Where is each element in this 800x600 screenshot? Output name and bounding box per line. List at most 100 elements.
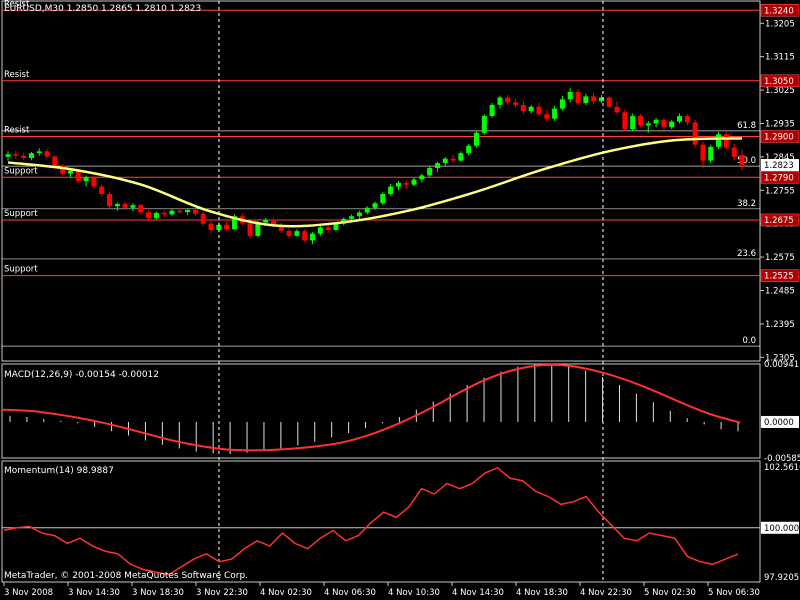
panel-frame-2 <box>1 460 761 583</box>
bull-candle <box>372 203 378 208</box>
bull-candle <box>388 186 394 194</box>
macd-tick-label: -0.00585 <box>764 454 800 464</box>
bull-candle <box>497 97 503 105</box>
price-tag-label: 1.2900 <box>764 132 794 142</box>
price-tag-label: 1.3050 <box>764 77 794 87</box>
bear-candle <box>544 114 550 119</box>
bull-candle <box>255 222 261 236</box>
chart-title: EURUSD,M30 1.2850 1.2865 1.2810 1.2823 <box>4 4 201 14</box>
time-tick-label: 5 Nov 06:30 <box>708 588 760 598</box>
bull-candle <box>114 204 120 207</box>
price-tags: 1.3240 1.3050 1.2900 1.2790 1.2675 1.2525 1.28… <box>760 4 800 282</box>
level-lines: Resist Resist Resist Support Support Support <box>2 0 760 277</box>
bull-candle <box>653 119 659 124</box>
level-label: Resist <box>4 0 30 9</box>
bull-candle <box>567 91 573 100</box>
bear-candle <box>99 186 105 194</box>
time-tick-label: 3 Nov 14:30 <box>68 588 120 598</box>
price-tag-box <box>760 269 800 282</box>
bull-candle <box>310 233 316 241</box>
time-tick-label: 4 Nov 02:30 <box>260 588 312 598</box>
fib-label: 50.0 <box>737 156 756 166</box>
time-tick-label: 3 Nov 22:30 <box>196 588 248 598</box>
bull-candle <box>528 106 534 112</box>
bear-candle <box>692 122 698 145</box>
last-price-box <box>761 159 799 172</box>
momentum-ref-label: 100.0000 <box>764 524 800 534</box>
bear-candle <box>161 212 167 215</box>
bear-candle <box>606 97 612 107</box>
macd-zero-box <box>761 415 799 428</box>
bull-candle <box>5 154 11 157</box>
fibonacci-levels: 61.8 50.0 38.2 23.6 0.0 <box>2 121 760 347</box>
bear-candle <box>192 209 198 214</box>
bear-candle <box>723 134 729 148</box>
bear-candle <box>224 224 230 230</box>
bear-candle <box>177 210 183 213</box>
bear-candle <box>536 106 542 115</box>
bear-candle <box>614 106 620 113</box>
macd-signal-line <box>1 363 741 452</box>
fib-label: 0.0 <box>742 336 756 346</box>
price-tick-label: 1.2845 <box>765 153 795 163</box>
bull-candle <box>317 227 323 234</box>
bear-candle <box>13 154 19 156</box>
bull-candle <box>630 116 636 130</box>
panel-frame-0 <box>1 0 761 362</box>
momentum-axis: 102.5616 100.0000 97.9205 <box>761 463 800 583</box>
price-axis: 1.3205 1.3115 1.3025 1.2935 1.2845 1.2755 1.26… <box>760 19 795 363</box>
bull-candle <box>333 223 339 230</box>
bear-candle <box>200 213 206 224</box>
bull-candle <box>153 212 159 219</box>
momentum-label: Momentum(14) 98.9887 <box>4 466 114 476</box>
fib-label: 61.8 <box>737 121 756 131</box>
macd-histogram <box>9 364 739 454</box>
bear-candle <box>591 96 597 102</box>
bear-candle <box>286 230 292 236</box>
last-price-label: 1.2823 <box>764 161 794 171</box>
bull-candle <box>458 153 464 161</box>
price-tick-label: 1.2755 <box>765 186 795 196</box>
level-label: Resist <box>4 125 30 135</box>
bull-candle <box>263 219 269 223</box>
bull-candle <box>364 207 370 213</box>
bull-candle <box>466 145 472 154</box>
bear-candle <box>60 165 66 174</box>
price-tick-label: 1.2485 <box>765 286 795 296</box>
bull-candle <box>669 121 675 128</box>
price-tag-label: 1.2525 <box>764 272 794 282</box>
macd-label: MACD(12,26,9) -0.00154 -0.00012 <box>4 370 159 380</box>
bear-candle <box>91 177 97 187</box>
bull-candle <box>28 153 34 158</box>
bear-candle <box>661 119 667 128</box>
bull-candle <box>481 116 487 133</box>
bull-candle <box>419 175 425 180</box>
bear-candle <box>637 116 643 126</box>
price-tag-box <box>760 130 800 143</box>
price-tick-label: 1.2935 <box>765 119 795 129</box>
bull-candle <box>349 216 355 219</box>
bear-candle <box>700 144 706 161</box>
bull-candle <box>380 193 386 204</box>
time-tick-label: 5 Nov 02:30 <box>644 588 696 598</box>
price-tick-label: 1.3115 <box>765 53 795 63</box>
bear-candle <box>21 155 27 158</box>
price-tag-box <box>760 171 800 184</box>
bear-candle <box>208 223 214 230</box>
time-tick-label: 4 Nov 18:30 <box>516 588 568 598</box>
level-label: Support <box>4 209 38 219</box>
bull-candle <box>36 151 42 154</box>
price-tag-box <box>760 213 800 227</box>
momentum-ref-box <box>761 521 799 534</box>
macd-axis: 0.00941 0.0000 -0.00585 <box>761 360 800 464</box>
fib-label: 23.6 <box>737 249 756 259</box>
bull-candle <box>169 210 175 215</box>
bear-candle <box>44 151 50 157</box>
bull-candle <box>598 97 604 102</box>
fib-label: 38.2 <box>737 199 756 209</box>
bear-candle <box>513 102 519 105</box>
bear-candle <box>731 147 737 157</box>
bear-candle <box>575 91 581 104</box>
